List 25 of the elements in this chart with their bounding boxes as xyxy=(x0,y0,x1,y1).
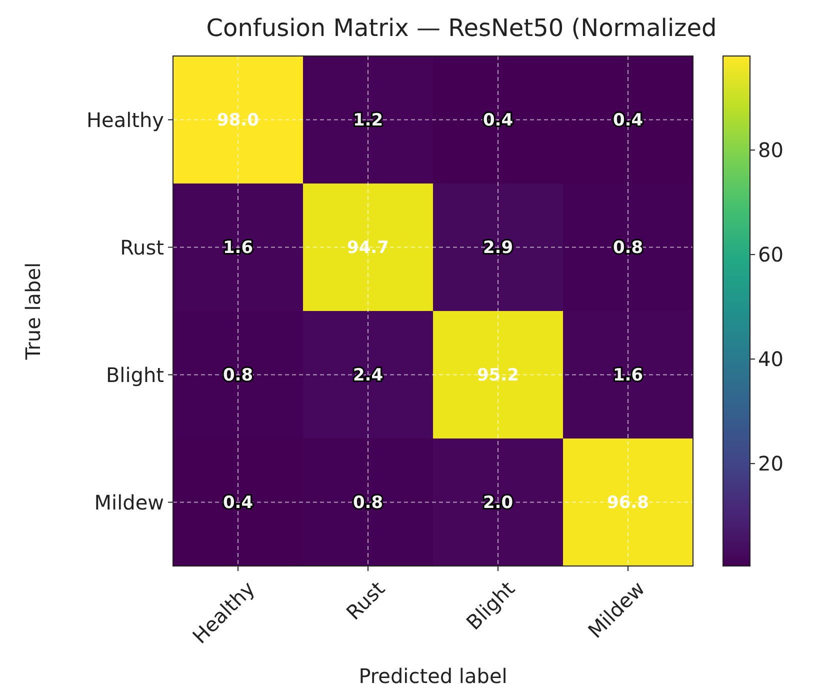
chart-title: Confusion Matrix — ResNet50 (Normalized xyxy=(206,14,717,42)
data-label: 2.4 xyxy=(352,366,384,386)
data-label: 0.4 xyxy=(222,493,254,514)
data-label: 1.6 xyxy=(222,238,254,258)
data-label: 0.8 xyxy=(612,238,644,258)
data-label: 0.8 xyxy=(222,366,254,386)
data-label: 2.0 xyxy=(482,493,514,514)
y-axis-title: True label xyxy=(21,262,45,361)
color-bar-label: 20 xyxy=(758,452,784,476)
data-label: 0.8 xyxy=(352,493,384,514)
y-tick-label: Blight xyxy=(106,362,164,387)
x-axis-title: Predicted label xyxy=(358,664,508,688)
data-label: 0.4 xyxy=(482,110,514,131)
data-label: 0.4 xyxy=(612,110,644,131)
y-tick-label: Mildew xyxy=(94,490,164,514)
data-label: 1.6 xyxy=(612,366,644,386)
data-label: 2.9 xyxy=(482,238,514,258)
data-label: 96.8 xyxy=(607,493,649,514)
color-bar-label: 80 xyxy=(758,138,784,162)
color-bar-label: 60 xyxy=(758,242,784,267)
data-label: 95.2 xyxy=(477,366,519,386)
color-bar-label: 40 xyxy=(758,347,784,372)
data-label: 98.0 xyxy=(217,110,260,131)
y-tick-label: Rust xyxy=(120,235,164,260)
y-tick-label: Healthy xyxy=(86,108,164,132)
